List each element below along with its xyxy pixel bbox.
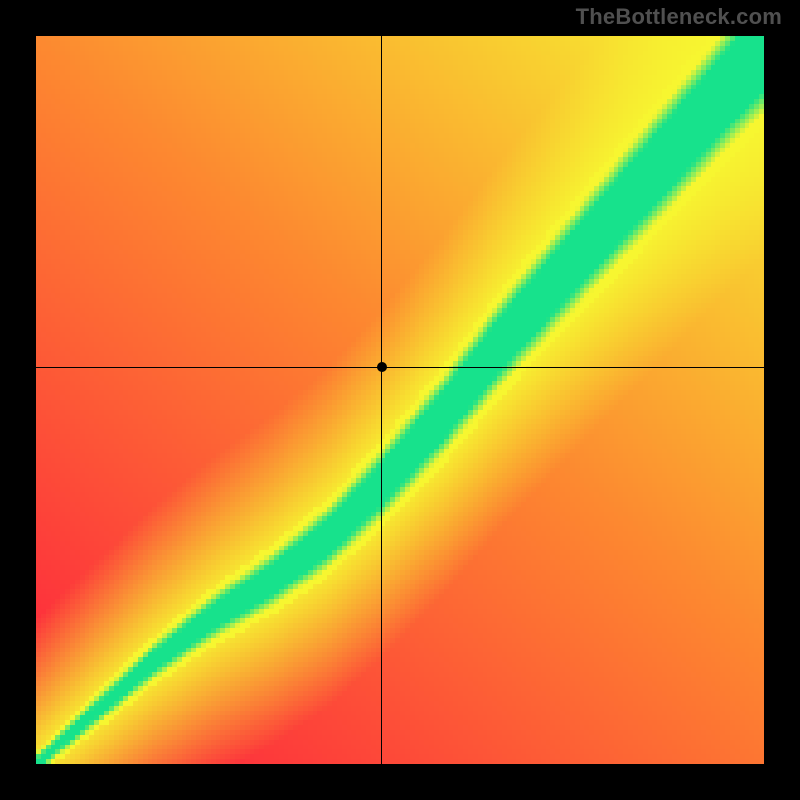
- chart-container: TheBottleneck.com: [0, 0, 800, 800]
- watermark-text: TheBottleneck.com: [576, 4, 782, 30]
- crosshair-marker: [377, 362, 387, 372]
- heatmap-plot: [36, 36, 764, 764]
